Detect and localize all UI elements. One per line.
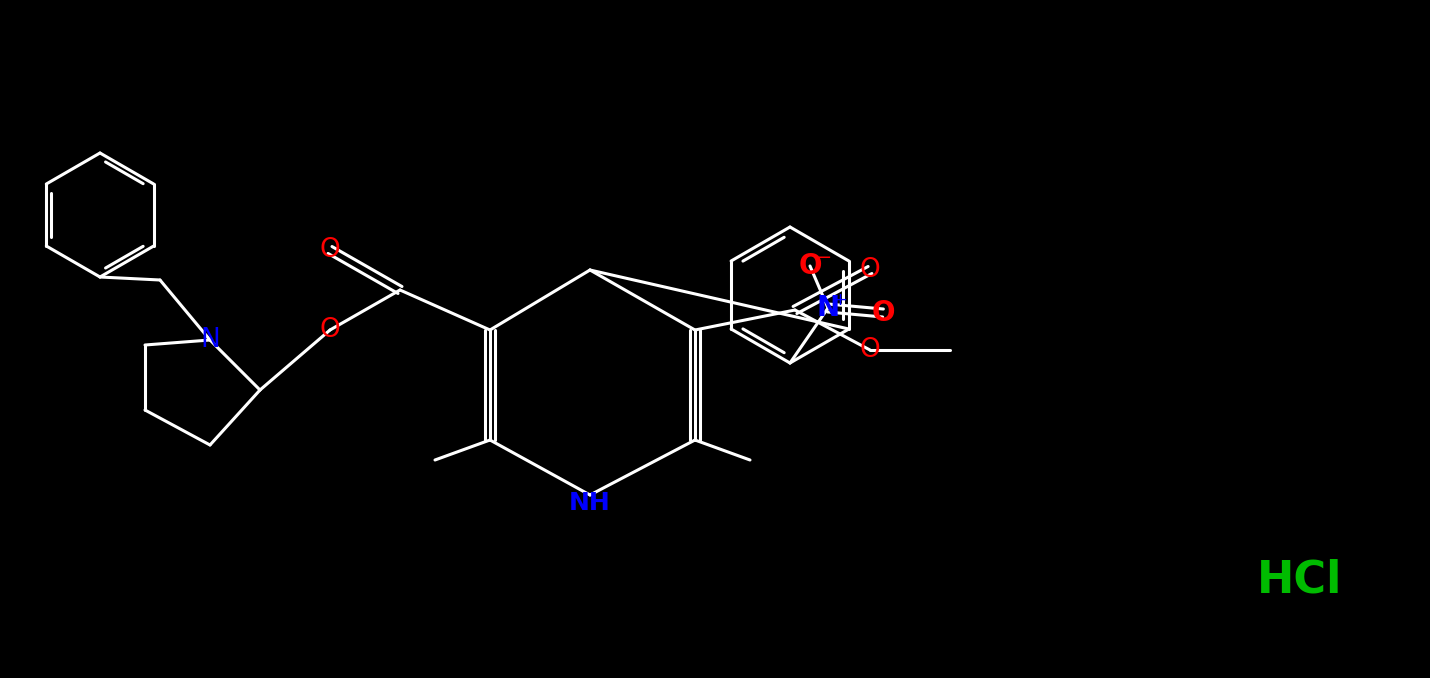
Text: O: O: [320, 237, 340, 263]
Text: O: O: [859, 337, 881, 363]
Text: HCl: HCl: [1257, 559, 1343, 601]
Text: +: +: [832, 291, 848, 309]
Text: −: −: [817, 249, 832, 267]
Text: O: O: [798, 252, 822, 280]
Text: O: O: [859, 257, 881, 283]
Text: O: O: [320, 317, 340, 343]
Text: N: N: [200, 327, 220, 353]
Text: N: N: [817, 294, 839, 322]
Text: O: O: [871, 299, 895, 327]
Text: NH: NH: [569, 491, 611, 515]
